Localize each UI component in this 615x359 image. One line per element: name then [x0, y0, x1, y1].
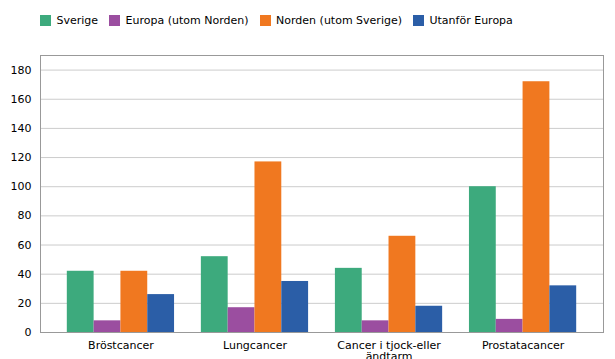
- svg-text:Prostatacancer: Prostatacancer: [482, 339, 565, 352]
- svg-text:0: 0: [25, 326, 32, 339]
- svg-text:20: 20: [18, 296, 32, 309]
- svg-text:Cancer i tjock-ellerändtarm: Cancer i tjock-ellerändtarm: [337, 339, 441, 359]
- svg-text:Bröstcancer: Bröstcancer: [88, 339, 154, 352]
- html-text:Europa (utom Norden): Europa (utom Norden): [125, 14, 249, 27]
- svg-text:Lungcancer: Lungcancer: [223, 339, 287, 352]
- svg-text:120: 120: [11, 151, 32, 164]
- html-text:Norden (utom Sverige): Norden (utom Sverige): [276, 14, 402, 27]
- svg-text:160: 160: [11, 92, 32, 105]
- svg-text:40: 40: [18, 267, 32, 280]
- svg-text:140: 140: [11, 121, 32, 134]
- html-text:Sverige: Sverige: [56, 14, 99, 27]
- svg-text:60: 60: [18, 238, 32, 251]
- svg-text:100: 100: [11, 180, 32, 193]
- svg-text:80: 80: [18, 209, 32, 222]
- svg-text:180: 180: [11, 63, 32, 76]
- html-text:Utanför Europa: Utanför Europa: [429, 14, 513, 27]
